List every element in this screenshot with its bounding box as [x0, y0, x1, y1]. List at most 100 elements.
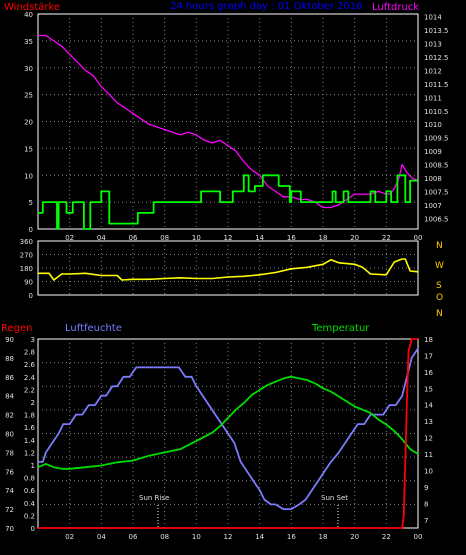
- direction-label-s: S: [436, 281, 442, 291]
- top-x-tick: 12: [224, 234, 233, 242]
- top-x-tick: 04: [97, 234, 106, 242]
- humidity-axis-tick: 86: [5, 374, 14, 382]
- wind-axis-tick: 30: [24, 65, 33, 73]
- pressure-axis-tick: 1010: [424, 121, 442, 129]
- wind-strength-label: Windstärke: [4, 2, 60, 13]
- rain-axis-tick: 0.4: [24, 500, 36, 508]
- temperature-axis-tick: 16: [424, 369, 433, 377]
- sunrise-label: Sun Rise: [139, 494, 169, 502]
- humidity-axis-tick: 72: [5, 506, 14, 514]
- wind-direction-series-line: [38, 258, 419, 281]
- rain-axis-tick: 0.6: [24, 487, 36, 495]
- temperature-axis-tick: 7: [424, 517, 428, 525]
- temperature-series-line: [37, 375, 419, 470]
- humidity-axis-tick: 74: [5, 487, 14, 495]
- bottom-x-tick: 08: [160, 533, 169, 541]
- rain-axis-tick: 1.8: [24, 412, 35, 420]
- humidity-axis-tick: 88: [5, 355, 14, 363]
- top-x-tick: 10: [192, 234, 201, 242]
- top-x-tick: 20: [350, 234, 359, 242]
- top-x-tick: 16: [287, 234, 296, 242]
- rain-label: Regen: [1, 323, 33, 334]
- top-x-tick: 08: [160, 234, 169, 242]
- wind-axis-tick: 40: [24, 11, 33, 19]
- direction-axis-tick: 180: [20, 265, 33, 273]
- humidity-axis-tick: 84: [5, 393, 14, 401]
- direction-label-w: W: [435, 261, 444, 271]
- temperature-label: Temperatur: [311, 323, 370, 334]
- pressure-label: Luftdruck: [372, 2, 419, 13]
- bottom-x-tick: 10: [192, 533, 201, 541]
- bottom-x-tick: 22: [382, 533, 391, 541]
- humidity-axis-tick: 82: [5, 412, 14, 420]
- temperature-axis-tick: 17: [424, 352, 433, 360]
- chart-marks: 403530252015105010141013.510131012.51012…: [5, 11, 449, 541]
- pressure-axis-tick: 1013.5: [424, 27, 449, 35]
- rain-axis-tick: 0.8: [24, 475, 35, 483]
- temperature-axis-tick: 15: [424, 385, 433, 393]
- rain-axis-tick: 0.2: [24, 512, 35, 520]
- bottom-x-tick: 06: [129, 533, 138, 541]
- rain-axis-tick: 2.2: [24, 386, 35, 394]
- rain-axis-tick: 1: [31, 462, 35, 470]
- rain-axis-tick: 3: [31, 336, 35, 344]
- rain-axis-tick: 2.4: [24, 374, 36, 382]
- wind-axis-tick: 35: [24, 38, 33, 46]
- temperature-axis-tick: 8: [424, 500, 428, 508]
- direction-axis-tick: 0: [29, 292, 33, 300]
- humidity-label: Luftfeuchte: [65, 323, 122, 334]
- wind-axis-tick: 5: [29, 199, 33, 207]
- wind-axis-tick: 10: [24, 172, 33, 180]
- rain-axis-tick: 2.6: [24, 361, 36, 369]
- temperature-axis-tick: 12: [424, 435, 433, 443]
- temperature-axis-tick: 14: [424, 402, 433, 410]
- pressure-axis-tick: 1007: [424, 202, 442, 210]
- bottom-x-tick: 16: [287, 533, 296, 541]
- humidity-axis-tick: 80: [5, 431, 14, 439]
- pressure-axis-tick: 1008: [424, 175, 442, 183]
- temperature-axis-tick: 13: [424, 418, 433, 426]
- pressure-axis-tick: 1011: [424, 94, 442, 102]
- temperature-axis-tick: 9: [424, 484, 428, 492]
- wind-axis-tick: 25: [24, 92, 33, 100]
- pressure-axis-tick: 1012.5: [424, 54, 449, 62]
- rain-axis-tick: 2: [31, 399, 35, 407]
- bottom-x-tick: 12: [224, 533, 233, 541]
- top-x-tick: 22: [382, 234, 391, 242]
- temperature-axis-tick: 11: [424, 451, 433, 459]
- rain-axis-tick: 2.8: [24, 349, 35, 357]
- bottom-x-tick: 04: [97, 533, 106, 541]
- pressure-axis-tick: 1013: [424, 41, 442, 49]
- direction-label-n-top: N: [436, 241, 443, 251]
- pressure-axis-tick: 1010.5: [424, 108, 449, 116]
- pressure-axis-tick: 1006.5: [424, 215, 449, 223]
- temperature-axis-tick: 18: [424, 336, 433, 344]
- humidity-axis-tick: 76: [5, 468, 14, 476]
- humidity-axis-tick: 90: [5, 336, 14, 344]
- pressure-axis-tick: 1011.5: [424, 81, 449, 89]
- sunset-label: Sun Set: [321, 494, 348, 502]
- pressure-axis-tick: 1009: [424, 148, 442, 156]
- rain-axis-tick: 1.4: [24, 437, 36, 445]
- direction-label-n-bottom: N: [436, 309, 443, 319]
- rain-axis-tick: 1.2: [24, 449, 35, 457]
- temperature-axis-tick: 10: [424, 467, 433, 475]
- bottom-x-tick: 18: [319, 533, 328, 541]
- humidity-series-line: [38, 347, 419, 511]
- direction-axis-tick: 360: [20, 238, 33, 246]
- direction-label-o: O: [436, 293, 443, 303]
- wind-axis-tick: 20: [24, 119, 33, 127]
- rain-series-line: [38, 338, 418, 529]
- top-x-tick: 00: [414, 234, 423, 242]
- wind-speed-series-line: [38, 174, 418, 230]
- direction-axis-tick: 270: [20, 252, 33, 260]
- pressure-axis-tick: 1008.5: [424, 162, 449, 170]
- bottom-x-tick: 00: [414, 533, 423, 541]
- wind-axis-tick: 0: [29, 226, 33, 234]
- top-x-tick: 18: [319, 234, 328, 242]
- top-x-tick: 06: [129, 234, 138, 242]
- bottom-x-tick: 02: [65, 533, 74, 541]
- bottom-x-tick: 14: [255, 533, 264, 541]
